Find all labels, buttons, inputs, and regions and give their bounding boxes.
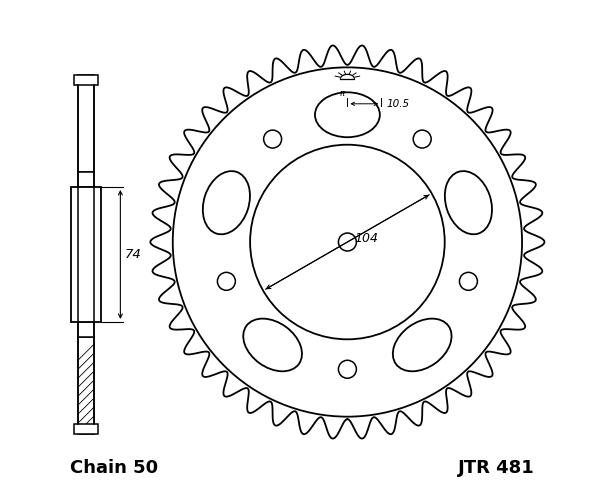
Bar: [71, 187, 101, 322]
Bar: [79, 322, 94, 337]
Bar: [74, 424, 98, 434]
Text: 74: 74: [124, 248, 141, 261]
Text: 10.5: 10.5: [386, 99, 409, 109]
Text: Chain 50: Chain 50: [70, 459, 158, 477]
Bar: [74, 75, 98, 85]
Bar: [79, 172, 94, 187]
Bar: [79, 75, 94, 172]
Text: JTR 481: JTR 481: [458, 459, 535, 477]
Bar: [79, 337, 94, 434]
Text: $\pi$: $\pi$: [339, 89, 346, 98]
Text: 104: 104: [355, 232, 379, 245]
